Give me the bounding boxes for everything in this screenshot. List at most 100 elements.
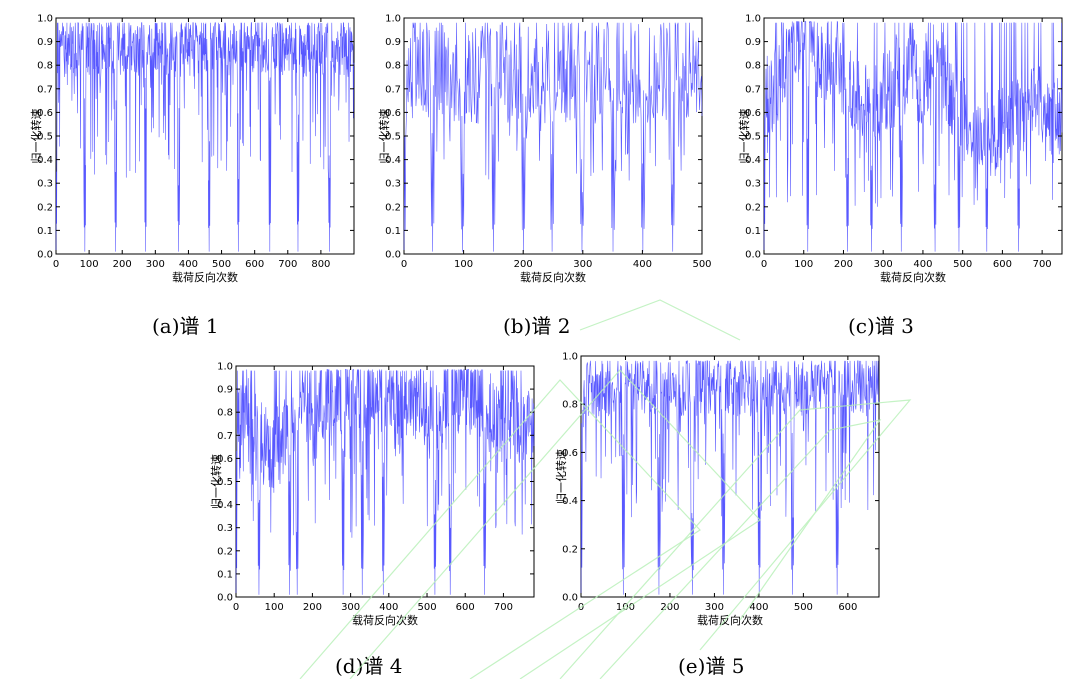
chart-c-svg: 0.0 0.1 0.2 0.3 0.4 0.5 0.6 0.7 0.8 0.9 1.0 0 100 200…	[737, 14, 1063, 284]
y-tick-label: 0.9	[745, 37, 761, 48]
x-tick-label: 100	[454, 259, 473, 270]
chart-c: 0.0 0.1 0.2 0.3 0.4 0.5 0.6 0.7 0.8 0.9 1.0 0 100 200…	[737, 10, 1068, 290]
x-tick-label: 800	[311, 259, 330, 270]
x-tick-label: 200	[514, 259, 533, 270]
x-tick-label: 300	[341, 602, 360, 613]
x-tick-label: 0	[233, 602, 239, 613]
x-tick-label: 100	[794, 259, 813, 270]
y-axis-label: 归一化转速	[737, 109, 751, 164]
y-tick-label: 0.3	[217, 523, 233, 534]
y-tick-label: 0.8	[385, 61, 401, 72]
y-tick-label: 0.9	[37, 37, 53, 48]
y-tick-label: 1.0	[217, 362, 233, 373]
y-tick-label: 0.4	[745, 155, 761, 166]
y-tick-label: 0.0	[217, 593, 233, 604]
x-tick-label: 200	[660, 602, 679, 613]
y-tick-label: 0.8	[217, 408, 233, 419]
x-tick-label: 200	[113, 259, 132, 270]
x-axis-label: 载荷反向次数	[697, 613, 763, 627]
x-tick-label: 100	[80, 259, 99, 270]
y-tick-label: 1.0	[562, 352, 578, 363]
x-tick-label: 0	[401, 259, 407, 270]
x-tick-label: 0	[761, 259, 767, 270]
y-tick-label: 0.0	[562, 593, 578, 604]
y-tick-label: 0.5	[385, 132, 401, 143]
y-tick-label: 0.8	[745, 61, 761, 72]
y-axis-label: 归一化转速	[377, 109, 391, 164]
x-tick-label: 600	[993, 259, 1012, 270]
y-tick-label: 0.5	[745, 132, 761, 143]
x-tick-label: 300	[573, 259, 592, 270]
y-tick-label: 0.7	[37, 84, 53, 95]
chart-e-svg: 0.00.20.40.60.81.00 100 200 300 400 500 600载荷反…	[554, 352, 880, 627]
y-tick-label: 0.6	[217, 454, 233, 465]
y-axis-label: 归一化转速	[554, 449, 568, 504]
y-tick-label: 0.0	[745, 250, 761, 261]
chart-e: 0.0 0.2 0.4 0.6 0.8 1.0 0 100 200 300 400 500 600 载荷反…	[554, 348, 885, 633]
chart-b-svg: 0.0 0.1 0.2 0.3 0.4 0.5 0.6 0.7 0.8 0.9 1.0 0 100 200…	[377, 14, 712, 285]
y-tick-label: 0.6	[385, 108, 401, 119]
y-tick-label: 1.0	[37, 14, 53, 25]
y-tick-label: 0.4	[37, 155, 53, 166]
x-tick-label: 700	[494, 602, 513, 613]
y-tick-label: 0.0	[385, 250, 401, 261]
x-tick-label: 200	[303, 602, 322, 613]
x-tick-label: 500	[417, 602, 436, 613]
y-tick-label: 0.2	[745, 202, 761, 213]
x-tick-label: 500	[794, 602, 813, 613]
y-axis-label: 归一化转速	[29, 109, 43, 164]
y-tick-label: 0.6	[745, 108, 761, 119]
y-tick-label: 0.0	[37, 250, 53, 261]
y-tick-label: 0.5	[217, 477, 233, 488]
x-axis-label: 载荷反向次数	[172, 270, 238, 284]
y-tick-label: 0.6	[37, 108, 53, 119]
caption-e: (e)谱 5	[678, 654, 745, 678]
x-tick-label: 200	[834, 259, 853, 270]
x-tick-label: 0	[578, 602, 584, 613]
y-tick-label: 0.8	[562, 400, 578, 411]
x-tick-label: 400	[749, 602, 768, 613]
y-tick-label: 0.1	[385, 226, 401, 237]
y-tick-label: 0.8	[37, 61, 53, 72]
x-tick-label: 600	[456, 602, 475, 613]
caption-c: (c)谱 3	[848, 314, 914, 338]
x-tick-label: 700	[1033, 259, 1052, 270]
y-tick-label: 0.1	[217, 569, 233, 580]
chart-b: 0.0 0.1 0.2 0.3 0.4 0.5 0.6 0.7 0.8 0.9 1.0 0 100 200…	[377, 10, 712, 290]
x-tick-label: 700	[278, 259, 297, 270]
x-tick-label: 300	[874, 259, 893, 270]
y-tick-label: 0.4	[385, 155, 401, 166]
y-tick-label: 0.4	[217, 500, 233, 511]
x-tick-label: 400	[379, 602, 398, 613]
x-tick-label: 400	[913, 259, 932, 270]
x-tick-label: 600	[245, 259, 264, 270]
series-line	[55, 22, 355, 252]
x-tick-label: 100	[616, 602, 635, 613]
chart-d: 0.0 0.1 0.2 0.3 0.4 0.5 0.6 0.7 0.8 0.9 1.0 0 100 200…	[209, 358, 540, 633]
x-tick-label: 400	[179, 259, 198, 270]
series-line	[763, 20, 1063, 252]
x-tick-label: 500	[953, 259, 972, 270]
y-tick-label: 0.3	[745, 179, 761, 190]
y-tick-label: 0.2	[217, 546, 233, 557]
y-tick-label: 0.1	[745, 226, 761, 237]
x-tick-label: 600	[838, 602, 857, 613]
y-tick-label: 0.9	[217, 385, 233, 396]
y-tick-label: 0.7	[385, 84, 401, 95]
y-tick-label: 0.2	[562, 544, 578, 555]
x-tick-label: 100	[265, 602, 284, 613]
caption-a: (a)谱 1	[152, 314, 219, 338]
x-tick-label: 500	[692, 259, 711, 270]
chart-a-svg: 0.0 0.1 0.2 0.3 0.4 0.5 0.6 0.7 0.8 0.9 1.0 0 100 200…	[29, 14, 355, 284]
y-tick-label: 0.9	[385, 37, 401, 48]
series-line	[403, 22, 703, 252]
x-tick-label: 400	[633, 259, 652, 270]
y-tick-label: 0.5	[37, 132, 53, 143]
y-tick-label: 0.3	[37, 179, 53, 190]
y-tick-label: 0.2	[37, 202, 53, 213]
y-tick-label: 0.7	[217, 431, 233, 442]
chart-d-svg: 0.0 0.1 0.2 0.3 0.4 0.5 0.6 0.7 0.8 0.9 1.0 0 100 200…	[209, 362, 535, 627]
y-axis-label: 归一化转速	[209, 454, 223, 509]
caption-d: (d)谱 4	[335, 654, 403, 678]
x-tick-label: 500	[212, 259, 231, 270]
